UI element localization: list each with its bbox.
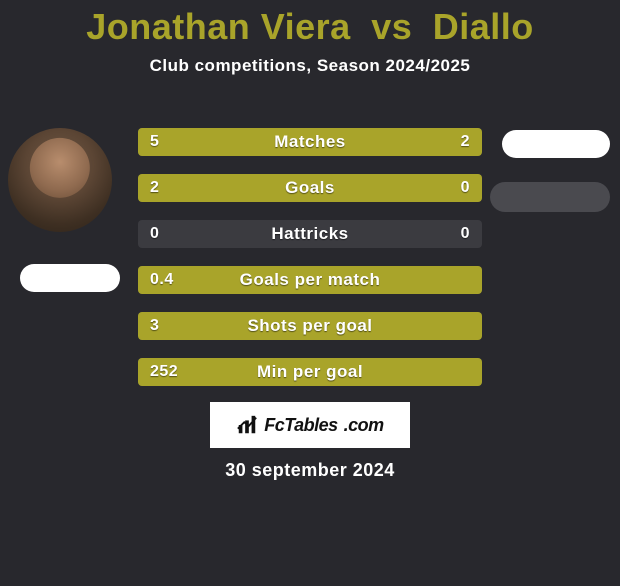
stat-label: Goals per match: [138, 266, 482, 294]
stat-row: 252Min per goal: [138, 358, 482, 386]
stat-row: 0.4Goals per match: [138, 266, 482, 294]
stat-label: Hattricks: [138, 220, 482, 248]
stats-table: 5Matches22Goals00Hattricks00.4Goals per …: [138, 128, 482, 404]
stat-label: Min per goal: [138, 358, 482, 386]
stat-value-right: 0: [461, 174, 470, 202]
stat-label: Goals: [138, 174, 482, 202]
date-label: 30 september 2024: [0, 460, 620, 481]
page-title: Jonathan Viera vs Diallo: [0, 6, 620, 48]
stat-label: Matches: [138, 128, 482, 156]
title-vs: vs: [371, 6, 412, 47]
player1-club-badge: [20, 264, 120, 292]
stat-value-right: 2: [461, 128, 470, 156]
stat-value-right: 0: [461, 220, 470, 248]
title-player2: Diallo: [433, 6, 534, 47]
player1-avatar: [8, 128, 112, 232]
brand-suffix: .com: [344, 415, 384, 436]
stat-label: Shots per goal: [138, 312, 482, 340]
brand-logo: FcTables .com: [210, 402, 410, 448]
stat-row: 5Matches2: [138, 128, 482, 156]
player2-badge-1: [502, 130, 610, 158]
brand-name: FcTables: [264, 415, 337, 436]
brand-mark-icon: [236, 414, 258, 436]
subtitle: Club competitions, Season 2024/2025: [0, 56, 620, 76]
stat-row: 3Shots per goal: [138, 312, 482, 340]
stat-row: 2Goals0: [138, 174, 482, 202]
title-player1: Jonathan Viera: [86, 6, 350, 47]
stat-row: 0Hattricks0: [138, 220, 482, 248]
player2-badge-2: [490, 182, 610, 212]
